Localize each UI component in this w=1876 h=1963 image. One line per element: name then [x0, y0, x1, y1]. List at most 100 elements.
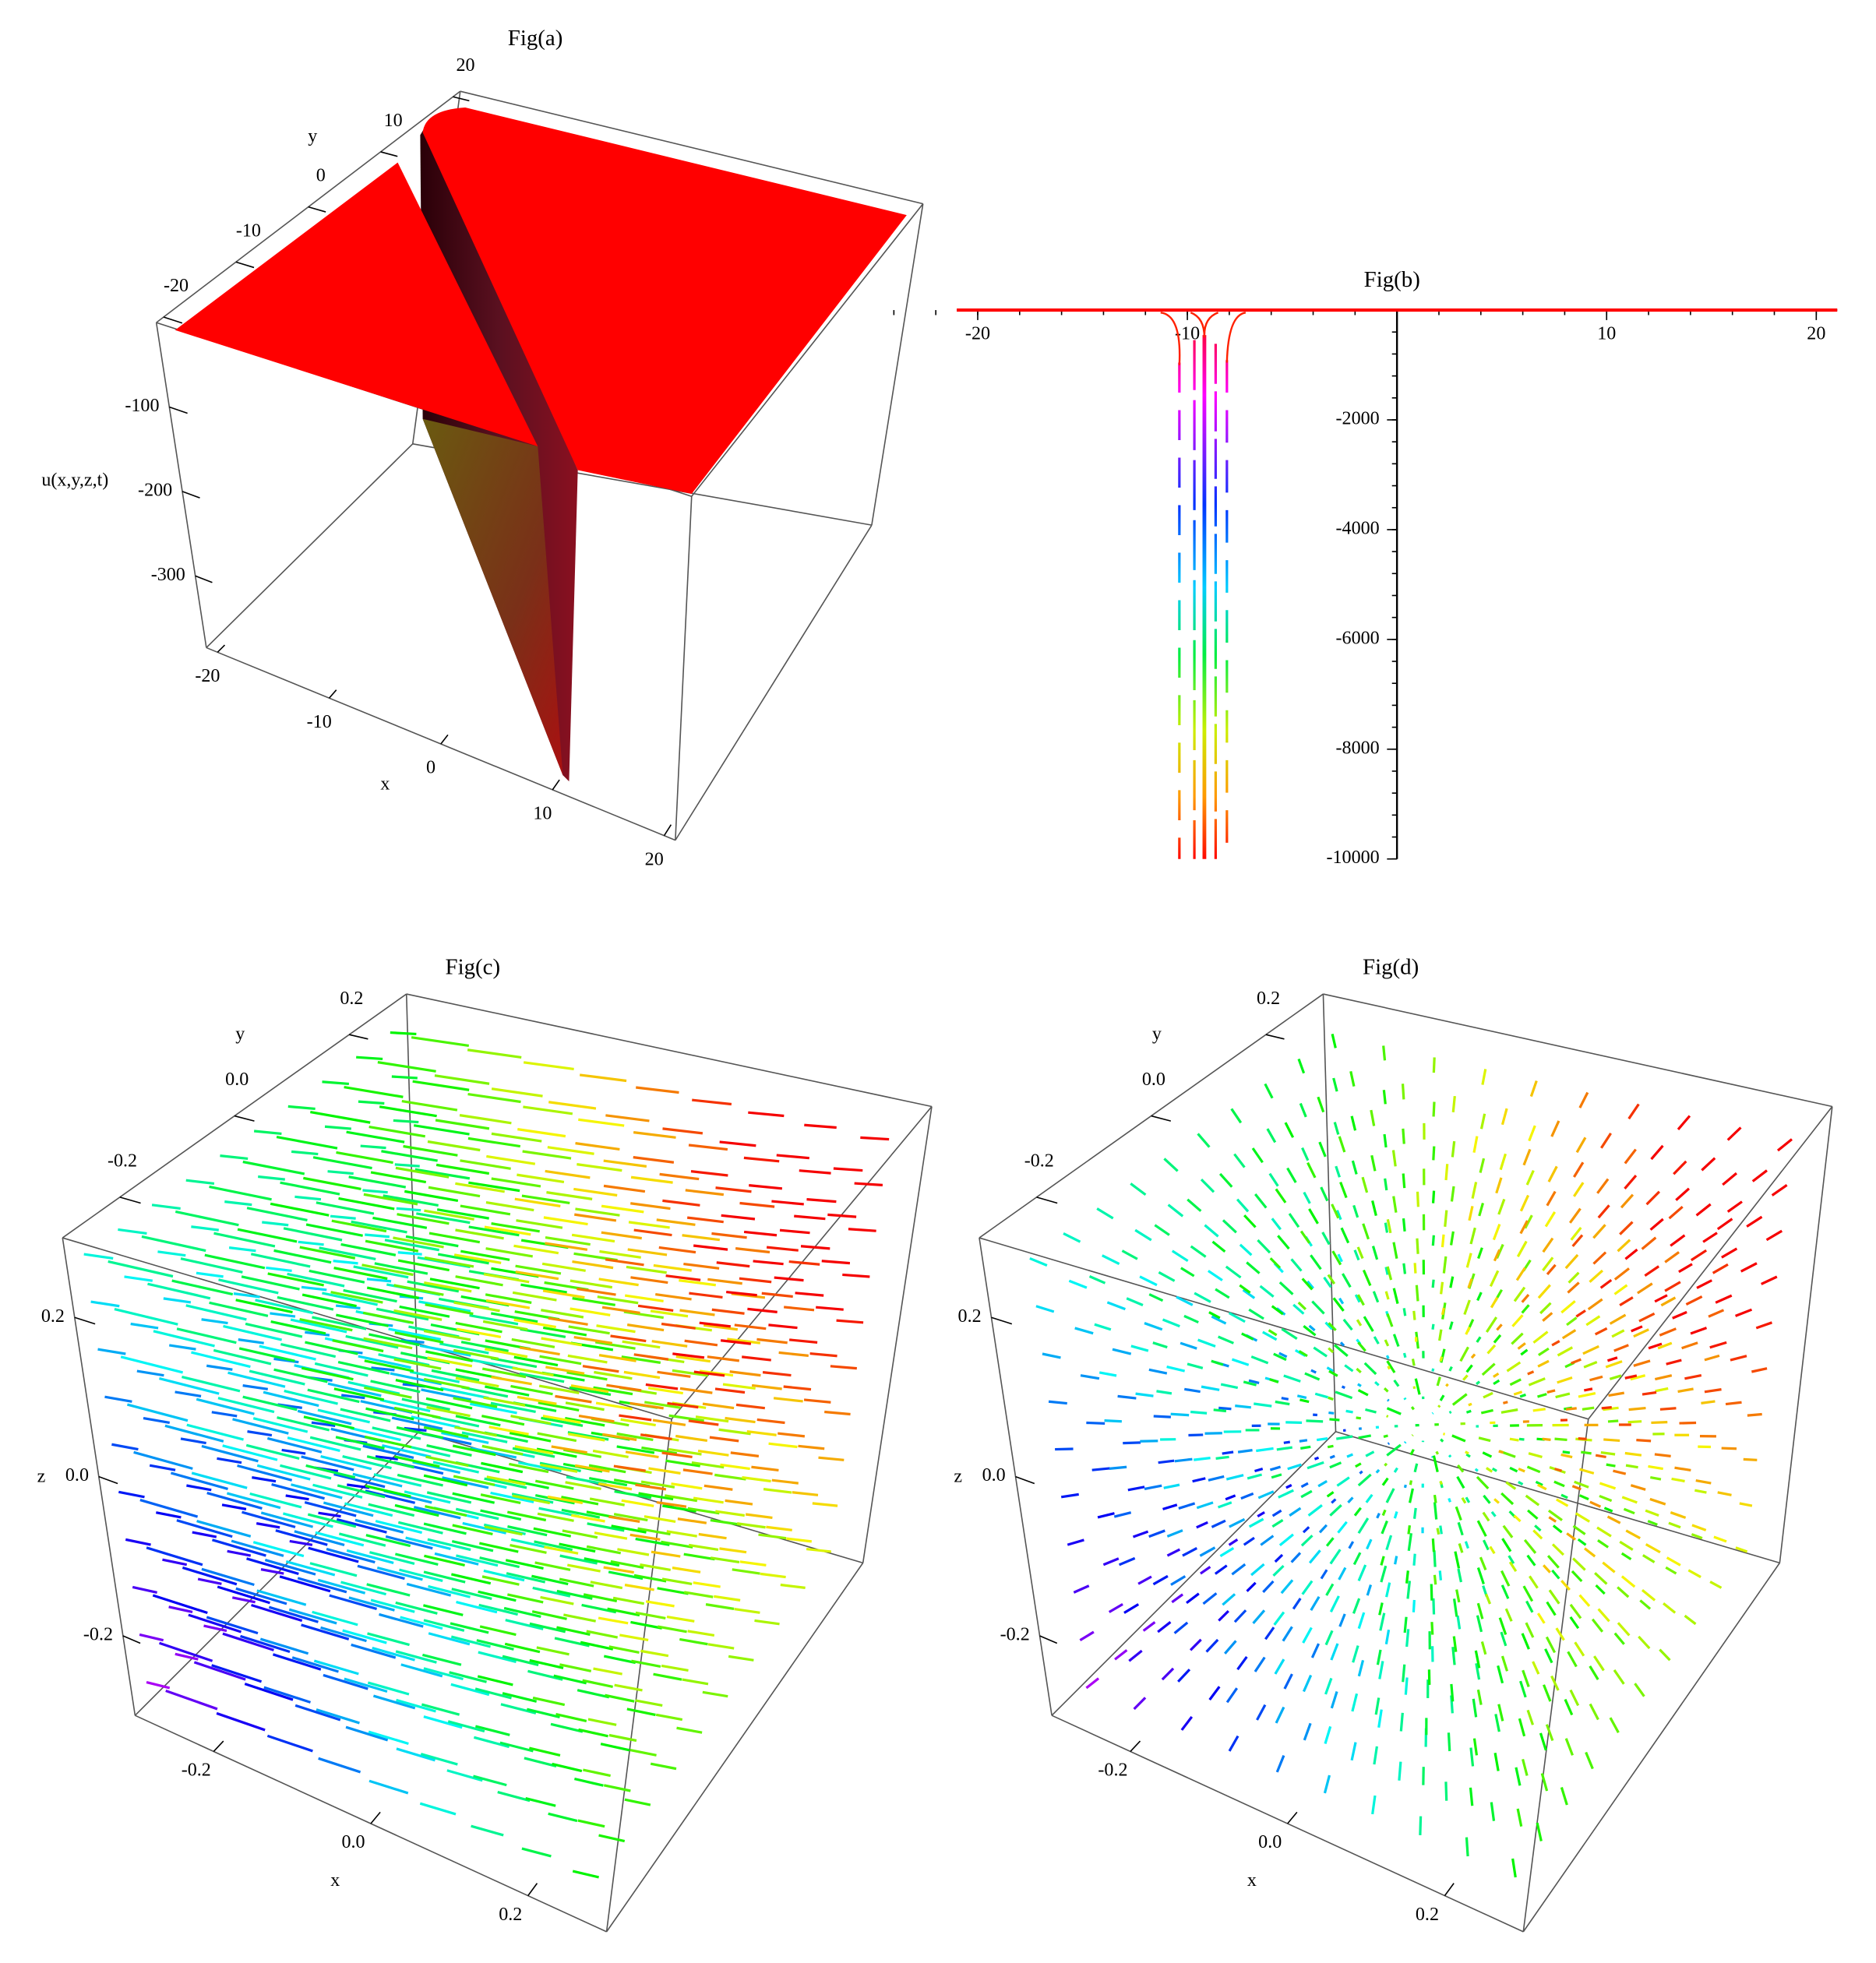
- vector: [1419, 1816, 1423, 1836]
- vector: [1603, 1438, 1620, 1443]
- vector: [451, 1588, 492, 1600]
- vector: [412, 1080, 470, 1091]
- vector: [457, 1327, 502, 1338]
- vector: [1233, 1609, 1247, 1623]
- vector: [556, 1589, 593, 1600]
- vector: [1525, 1169, 1535, 1186]
- vector: [1243, 1380, 1257, 1387]
- vector: [168, 1605, 193, 1614]
- vector: [413, 1124, 470, 1136]
- vector: [836, 1319, 864, 1324]
- vector: [1262, 1330, 1278, 1341]
- vector: [436, 1208, 489, 1220]
- vector: [658, 1246, 696, 1254]
- vector: [655, 1292, 692, 1301]
- vector: [305, 1341, 358, 1355]
- vector: [1114, 1649, 1128, 1661]
- vector: [1528, 1377, 1546, 1387]
- vector: [827, 1213, 857, 1218]
- vector: [354, 1518, 404, 1534]
- vector: [507, 1593, 544, 1604]
- vector: [593, 1667, 622, 1676]
- vector: [1518, 1481, 1524, 1485]
- vector: [1476, 1615, 1483, 1633]
- vector: [1331, 1204, 1340, 1219]
- vector: [1704, 1388, 1722, 1394]
- vector: [1335, 1390, 1353, 1400]
- vector: [395, 1650, 437, 1664]
- vector: [337, 1361, 390, 1375]
- vector: [633, 1228, 672, 1237]
- vector: [613, 1464, 646, 1472]
- vector: [1472, 1698, 1478, 1718]
- vector: [1331, 1498, 1337, 1504]
- vector: [1394, 1556, 1398, 1565]
- x-tick-label: 20: [645, 849, 664, 869]
- vector: [1575, 1137, 1587, 1154]
- vector: [1356, 1319, 1363, 1327]
- vector: [1339, 1341, 1345, 1347]
- vector: [211, 1411, 238, 1418]
- vector: [1410, 1406, 1415, 1411]
- vector: [1709, 1341, 1727, 1349]
- vector: [1225, 1687, 1239, 1704]
- vector: [1352, 1645, 1359, 1663]
- vector: [247, 1430, 273, 1437]
- vector: [379, 1105, 437, 1118]
- vector: [547, 1146, 594, 1155]
- vector: [1469, 1787, 1474, 1806]
- vector: [1552, 1524, 1563, 1534]
- vector: [1449, 1276, 1455, 1288]
- vector: [739, 1277, 772, 1284]
- vector: [1205, 1638, 1219, 1653]
- vector: [1340, 1227, 1350, 1244]
- vector: [1063, 1232, 1081, 1243]
- vector: [1310, 1369, 1317, 1374]
- vector: [432, 1461, 479, 1474]
- vector: [1409, 1448, 1415, 1456]
- x-tick: [552, 779, 560, 791]
- vector: [860, 1136, 890, 1141]
- vector: [688, 1144, 728, 1151]
- vector: [1096, 1207, 1114, 1220]
- vector: [630, 1276, 668, 1285]
- vector: [368, 1125, 425, 1138]
- vector: [657, 1587, 689, 1595]
- vector: [124, 1275, 153, 1282]
- vector: [1550, 1675, 1560, 1691]
- vector: [1491, 1467, 1497, 1472]
- vector: [1208, 1311, 1221, 1320]
- vector: [1415, 1285, 1419, 1302]
- vector: [1589, 1375, 1603, 1382]
- vector: [536, 1447, 577, 1458]
- vector: [1310, 1254, 1322, 1270]
- vector: [1384, 1178, 1388, 1191]
- vector: [336, 1313, 389, 1327]
- vector: [1109, 1465, 1127, 1470]
- vector: [1613, 1632, 1625, 1645]
- vector: [318, 1511, 341, 1518]
- box-edge: [155, 322, 207, 648]
- vector: [771, 1200, 804, 1206]
- vector: [650, 1309, 689, 1318]
- vector: [658, 1625, 687, 1633]
- vector: [156, 1511, 182, 1519]
- vector: [1268, 1329, 1278, 1337]
- vector: [1490, 1296, 1499, 1309]
- x-tick: [440, 734, 449, 745]
- vector: [626, 1265, 667, 1274]
- vector: [720, 1339, 752, 1345]
- vector: [1457, 1568, 1463, 1583]
- vector: [586, 1545, 622, 1555]
- vector: [730, 1451, 760, 1457]
- vector: [1448, 1497, 1451, 1503]
- vector: [624, 1798, 651, 1806]
- vector: [1299, 1102, 1307, 1118]
- vector: [1411, 1359, 1416, 1366]
- vector: [394, 1503, 439, 1517]
- vector: [299, 1246, 356, 1260]
- vector: [636, 1086, 679, 1094]
- vector: [1439, 1525, 1443, 1535]
- vector: [1469, 1227, 1476, 1245]
- vector: [481, 1444, 524, 1456]
